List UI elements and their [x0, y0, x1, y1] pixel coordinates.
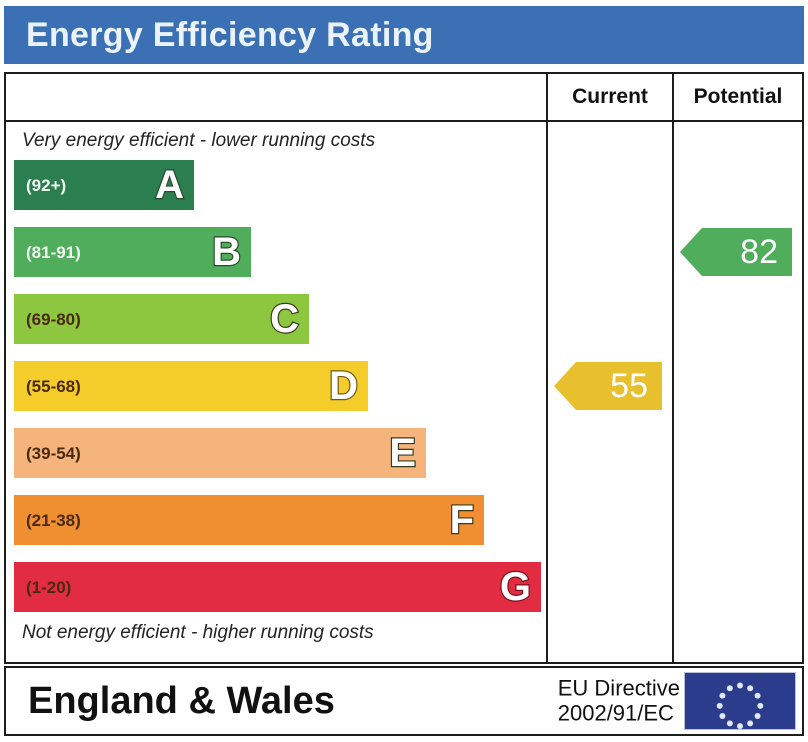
rating-value-current: 55 — [610, 367, 648, 405]
band-list: (92+) A (81-91) B (69-80) C (55-68) D (39-54) E (2… — [14, 160, 546, 618]
band-range-d: (55-68) — [26, 376, 81, 396]
band-letter-e: E — [388, 431, 417, 475]
rating-arrow-potential: 82 — [680, 228, 792, 276]
footer-bar: England & Wales EU Directive 2002/91/EC — [4, 666, 804, 736]
rating-table: Current Potential Very energy efficient … — [4, 72, 804, 664]
rating-arrow-current: 55 — [554, 362, 662, 410]
column-header-current: Current — [572, 85, 648, 108]
band-chart: Very energy efficient - lower running co… — [6, 122, 546, 664]
band-f: (21-38) F — [14, 495, 484, 545]
footer-region-label: England & Wales — [28, 680, 335, 722]
note-efficient: Very energy efficient - lower running co… — [22, 130, 376, 151]
band-b: (81-91) B — [14, 227, 251, 277]
band-letter-f: F — [448, 498, 475, 542]
band-d: (55-68) D — [14, 361, 368, 411]
rating-value-potential: 82 — [740, 233, 778, 271]
band-range-f: (21-38) — [26, 510, 81, 530]
column-header-potential: Potential — [693, 85, 783, 108]
directive-line-2: 2002/91/EC — [557, 701, 674, 726]
band-range-c: (69-80) — [26, 309, 81, 329]
band-e: (39-54) E — [14, 428, 426, 478]
eu-flag-icon — [684, 672, 796, 730]
band-letter-g: G — [499, 565, 533, 609]
directive-line-1: EU Directive — [557, 675, 680, 701]
band-letter-b: B — [211, 230, 242, 274]
note-inefficient: Not energy efficient - higher running co… — [22, 622, 374, 643]
page-title: Energy Efficiency Rating — [26, 16, 434, 54]
band-g: (1-20) G — [14, 562, 541, 612]
band-range-g: (1-20) — [26, 577, 72, 597]
band-range-a: (92+) — [26, 175, 67, 195]
table-header-row — [6, 74, 802, 122]
band-letter-c: C — [269, 297, 300, 341]
column-divider-potential — [672, 74, 674, 664]
column-divider-current — [546, 74, 548, 664]
footer-directive-label: EU Directive 2002/91/EC — [558, 676, 680, 727]
band-range-e: (39-54) — [26, 443, 81, 463]
band-letter-a: A — [154, 163, 185, 207]
band-a: (92+) A — [14, 160, 194, 210]
band-range-b: (81-91) — [26, 242, 81, 262]
band-letter-d: D — [328, 364, 359, 408]
band-c: (69-80) C — [14, 294, 309, 344]
chart-title-bar: Energy Efficiency Rating — [4, 6, 804, 64]
